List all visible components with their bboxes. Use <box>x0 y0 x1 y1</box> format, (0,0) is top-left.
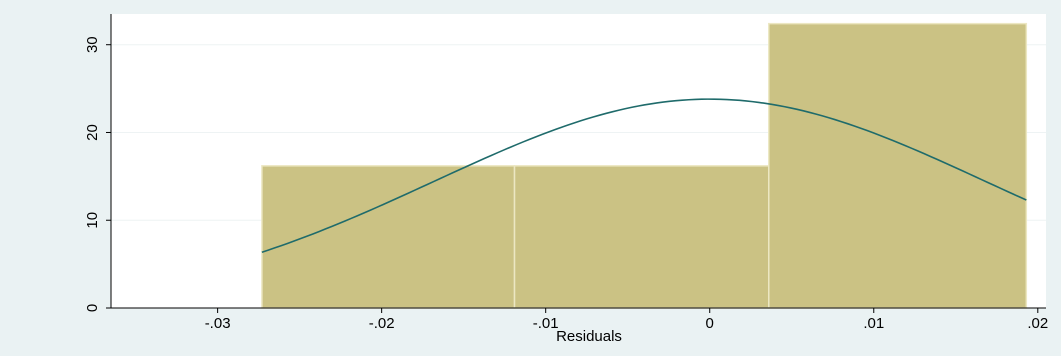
histogram-bar-3 <box>768 22 1028 309</box>
y-tick-label-1: 10 <box>84 212 101 229</box>
y-tick-label-2: 20 <box>84 124 101 141</box>
tick-labels: -.03 -.02 -.01 0 .01 .02 0 10 20 30 <box>84 36 1048 332</box>
normal-density-curve <box>261 98 1027 253</box>
x-tick-label-4: .01 <box>863 315 884 332</box>
x-axis-label: Residuals <box>556 328 622 345</box>
histogram-bar-2 <box>513 165 770 309</box>
histogram-bars <box>261 22 1028 309</box>
y-tick-label-0: 0 <box>84 304 101 312</box>
x-tick-label-0: -.03 <box>205 315 231 332</box>
axes <box>106 14 1046 313</box>
x-tick-label-5: .02 <box>1027 315 1048 332</box>
density-curve-layer <box>261 98 1027 253</box>
y-tick-label-3: 30 <box>84 36 101 53</box>
x-tick-label-1: -.02 <box>369 315 395 332</box>
x-tick-label-2: -.01 <box>533 315 559 332</box>
x-tick-label-3: 0 <box>706 315 714 332</box>
histogram-bar-1 <box>261 165 516 309</box>
